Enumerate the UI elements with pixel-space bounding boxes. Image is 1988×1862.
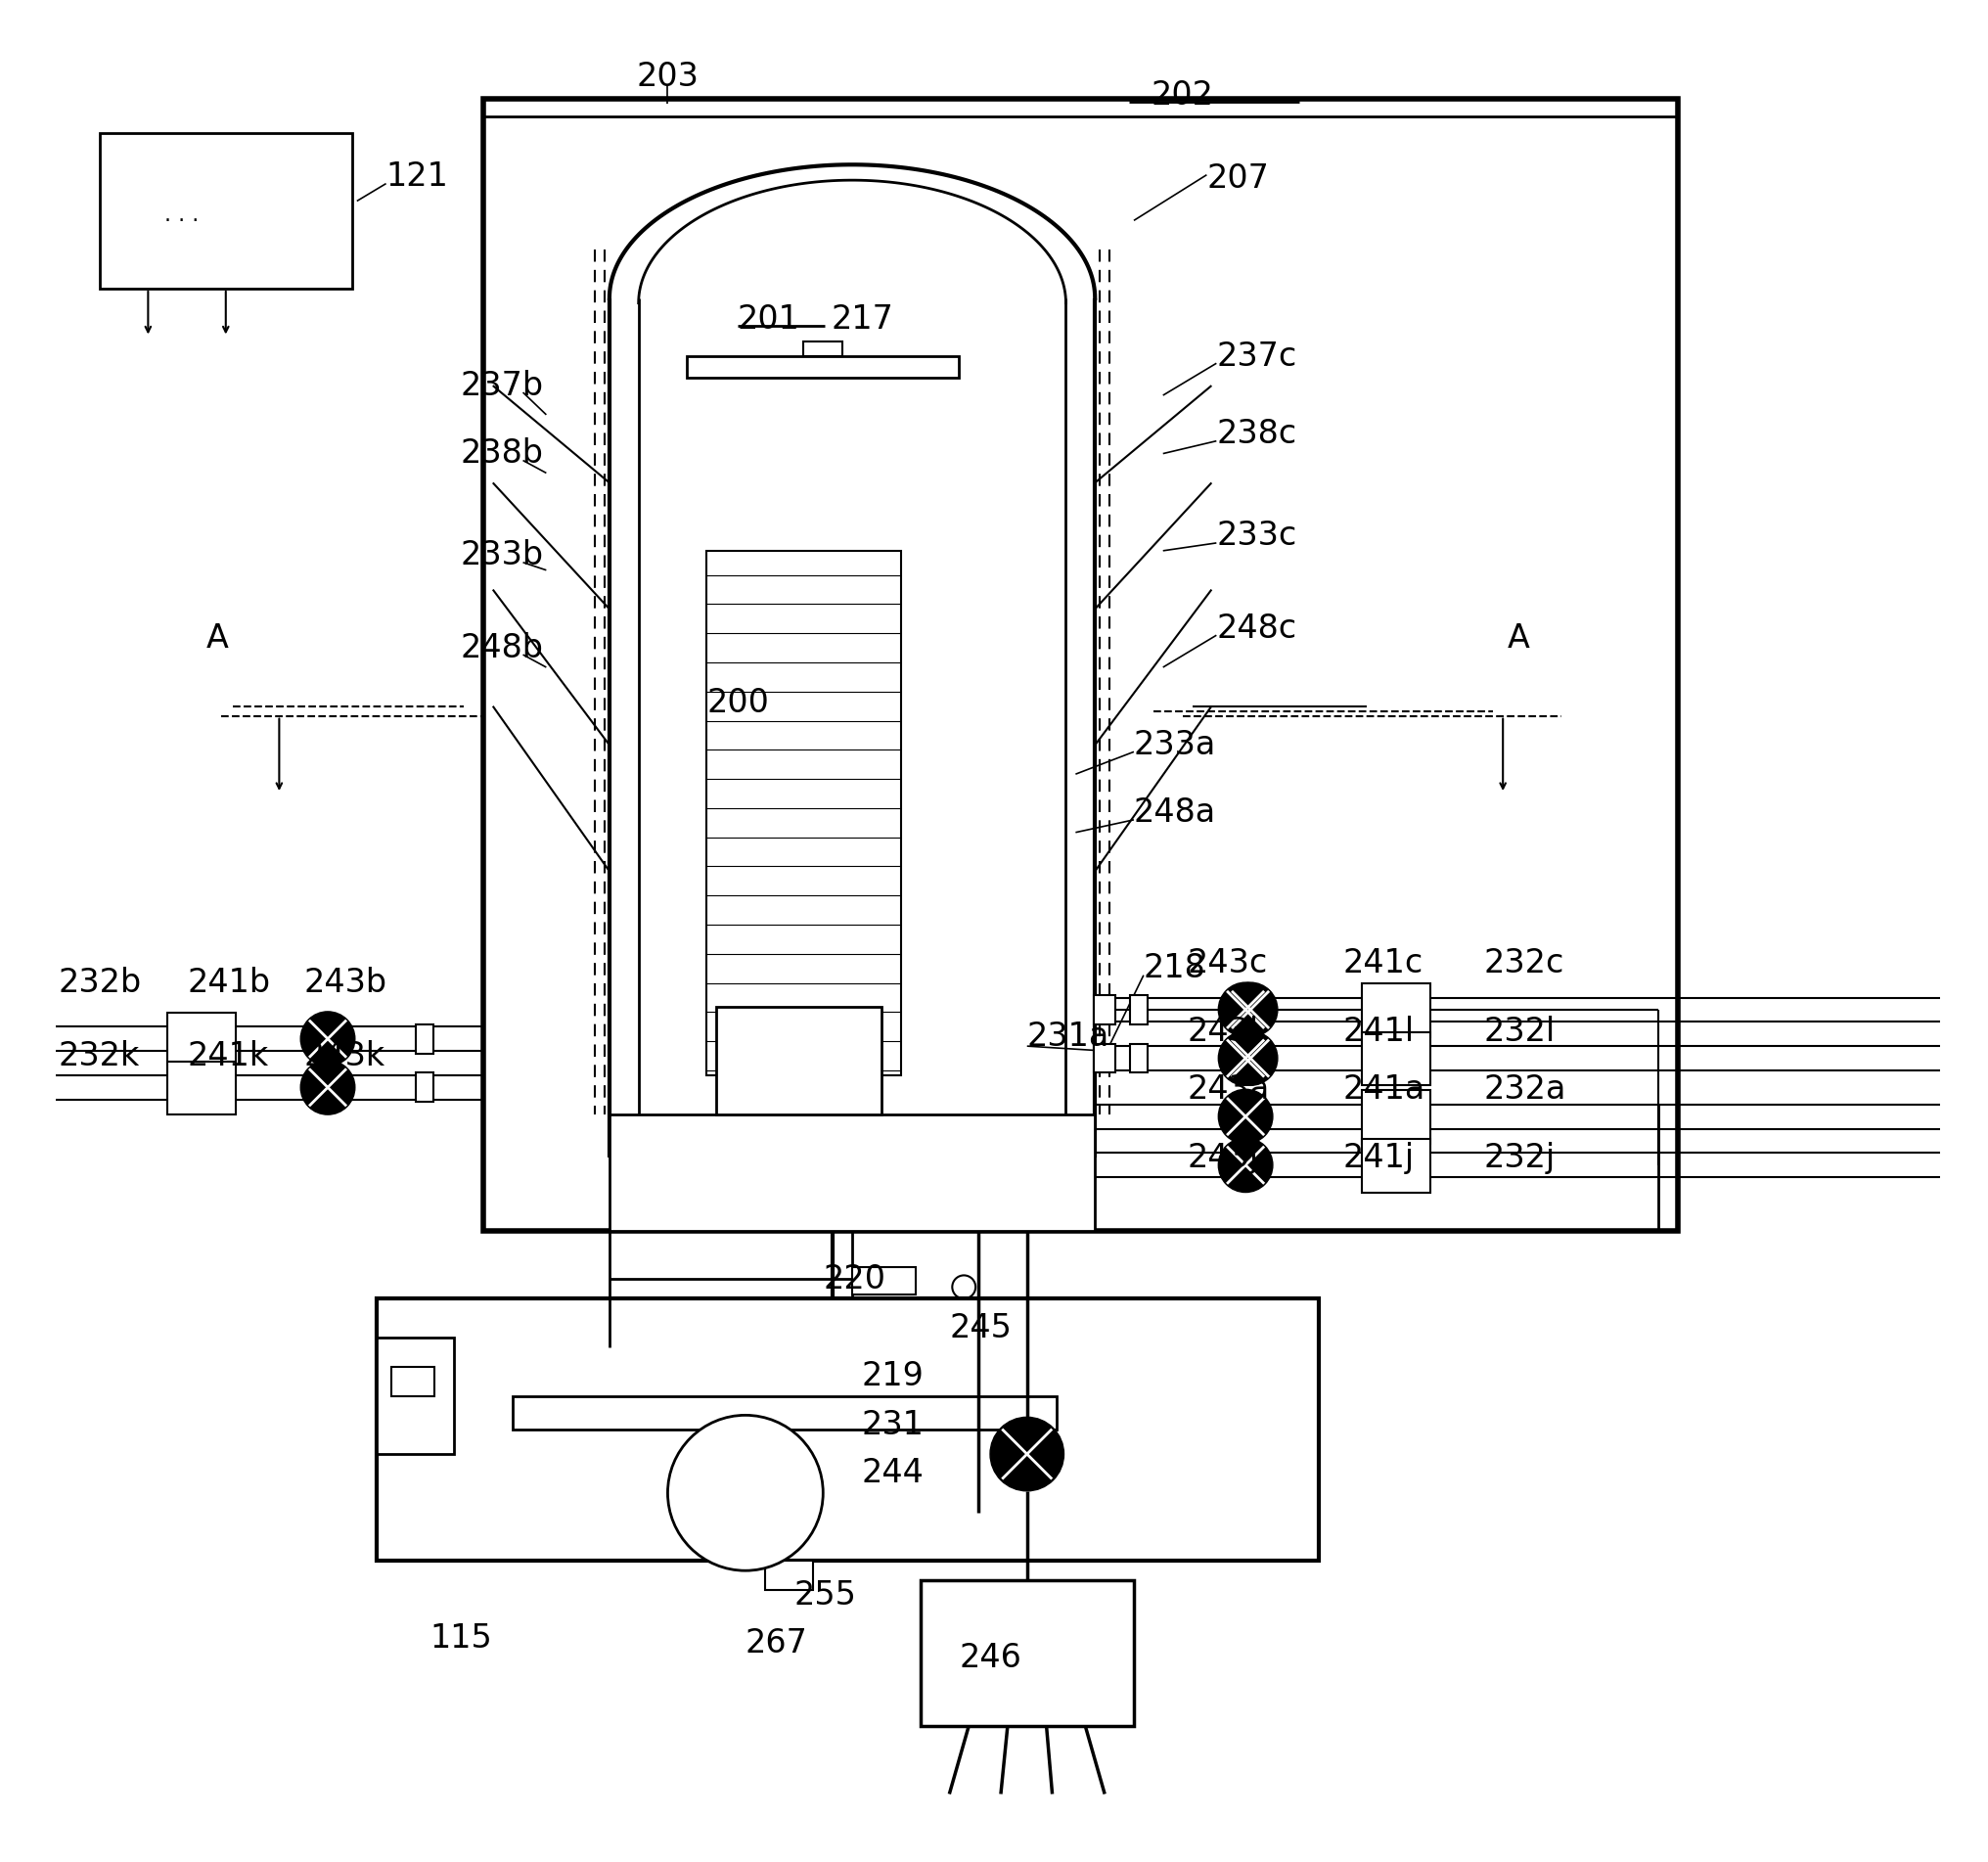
Text: 238c: 238c xyxy=(1217,419,1296,451)
Circle shape xyxy=(1219,1089,1272,1143)
Text: 241a: 241a xyxy=(1342,1074,1423,1106)
Text: 232c: 232c xyxy=(1483,948,1563,979)
Bar xyxy=(513,1396,1056,1430)
Bar xyxy=(1362,1091,1429,1143)
Text: 243j: 243j xyxy=(1187,1141,1258,1173)
Text: 241l: 241l xyxy=(1342,1015,1413,1048)
Circle shape xyxy=(990,1417,1064,1491)
Text: 244: 244 xyxy=(861,1458,924,1490)
Text: 232j: 232j xyxy=(1483,1141,1555,1173)
Text: 255: 255 xyxy=(793,1579,857,1611)
Text: 243a: 243a xyxy=(1187,1074,1268,1106)
Bar xyxy=(851,1268,914,1294)
Text: 246: 246 xyxy=(958,1642,1022,1674)
Text: 267: 267 xyxy=(746,1627,807,1659)
Bar xyxy=(1362,1032,1429,1086)
Text: 203: 203 xyxy=(636,60,698,93)
Bar xyxy=(706,551,901,1074)
Text: 237c: 237c xyxy=(1217,341,1296,372)
Circle shape xyxy=(300,1059,354,1115)
Bar xyxy=(1093,994,1115,1024)
Text: 241j: 241j xyxy=(1342,1141,1413,1173)
Text: 248a: 248a xyxy=(1133,797,1215,829)
Text: 243c: 243c xyxy=(1187,948,1266,979)
Text: 243b: 243b xyxy=(304,966,386,1000)
Bar xyxy=(803,343,843,356)
Text: 238b: 238b xyxy=(459,438,543,469)
Bar xyxy=(167,1061,235,1115)
Bar xyxy=(99,132,352,289)
Text: 245: 245 xyxy=(948,1311,1012,1344)
Circle shape xyxy=(1223,1032,1276,1086)
Circle shape xyxy=(668,1415,823,1572)
Text: 231a: 231a xyxy=(1026,1020,1109,1052)
Text: 201: 201 xyxy=(738,304,799,335)
Text: 232l: 232l xyxy=(1483,1015,1555,1048)
Bar xyxy=(1129,994,1147,1024)
Text: 200: 200 xyxy=(706,687,769,719)
Circle shape xyxy=(300,1011,354,1067)
Text: 241c: 241c xyxy=(1342,948,1423,979)
Text: 121: 121 xyxy=(386,160,449,194)
Bar xyxy=(392,1367,433,1396)
Text: 207: 207 xyxy=(1207,162,1268,194)
Text: 231: 231 xyxy=(861,1410,924,1441)
Bar xyxy=(608,1113,1095,1231)
Text: A: A xyxy=(1507,622,1529,654)
Bar xyxy=(765,1560,813,1590)
Text: 232k: 232k xyxy=(58,1039,139,1073)
Bar xyxy=(1362,1140,1429,1192)
Bar xyxy=(1129,1045,1147,1073)
Text: 219: 219 xyxy=(861,1361,924,1393)
Bar xyxy=(376,1337,453,1454)
Text: . . .: . . . xyxy=(165,207,199,225)
Text: 217: 217 xyxy=(831,304,893,335)
Text: 202: 202 xyxy=(1151,80,1213,112)
Bar xyxy=(1362,983,1429,1037)
Text: 241b: 241b xyxy=(187,966,270,1000)
Text: 241k: 241k xyxy=(187,1039,268,1073)
Text: 218: 218 xyxy=(1143,951,1205,985)
Text: 248c: 248c xyxy=(1217,613,1296,644)
Bar xyxy=(415,1073,433,1102)
Text: 233a: 233a xyxy=(1133,728,1217,762)
Circle shape xyxy=(1219,983,1272,1037)
Text: 233c: 233c xyxy=(1217,519,1296,553)
Bar xyxy=(686,356,958,378)
Bar xyxy=(716,1007,881,1113)
Text: 232a: 232a xyxy=(1483,1074,1565,1106)
Text: 232b: 232b xyxy=(58,966,141,1000)
Text: 233b: 233b xyxy=(459,540,543,572)
Circle shape xyxy=(1219,1138,1272,1192)
Bar xyxy=(167,1013,235,1067)
Text: 237b: 237b xyxy=(459,369,543,402)
Text: 243k: 243k xyxy=(304,1039,384,1073)
Text: 115: 115 xyxy=(429,1622,491,1655)
Bar xyxy=(920,1581,1133,1726)
Bar xyxy=(376,1298,1318,1560)
Text: 243l: 243l xyxy=(1187,1015,1258,1048)
Bar xyxy=(1093,1045,1115,1073)
Text: A: A xyxy=(207,622,229,654)
Text: 248b: 248b xyxy=(459,631,543,665)
Circle shape xyxy=(1219,1032,1272,1086)
Circle shape xyxy=(1223,983,1276,1037)
Bar xyxy=(483,99,1678,1231)
Bar xyxy=(415,1024,433,1054)
Text: 220: 220 xyxy=(823,1262,885,1296)
